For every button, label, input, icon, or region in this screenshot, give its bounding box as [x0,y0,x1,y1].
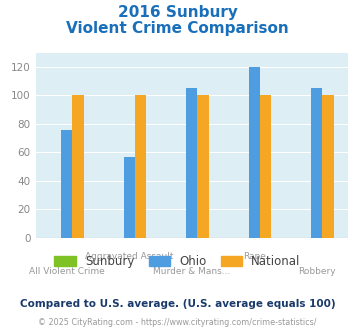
Text: Murder & Mans...: Murder & Mans... [153,267,230,276]
Bar [311,88,322,238]
Text: Robbery: Robbery [298,267,335,276]
Bar [124,156,135,238]
Bar [197,95,209,238]
Bar [61,130,72,238]
Bar [135,95,146,238]
Bar [322,95,334,238]
Bar [72,95,84,238]
Text: Compared to U.S. average. (U.S. average equals 100): Compared to U.S. average. (U.S. average … [20,299,335,309]
Bar [186,88,197,238]
Text: Rape: Rape [243,252,266,261]
Text: Aggravated Assault: Aggravated Assault [85,252,174,261]
Text: © 2025 CityRating.com - https://www.cityrating.com/crime-statistics/: © 2025 CityRating.com - https://www.city… [38,318,317,327]
Text: Violent Crime Comparison: Violent Crime Comparison [66,21,289,36]
Text: 2016 Sunbury: 2016 Sunbury [118,5,237,20]
Text: All Violent Crime: All Violent Crime [29,267,105,276]
Legend: Sunbury, Ohio, National: Sunbury, Ohio, National [50,250,305,273]
Bar [260,95,271,238]
Bar [248,67,260,238]
